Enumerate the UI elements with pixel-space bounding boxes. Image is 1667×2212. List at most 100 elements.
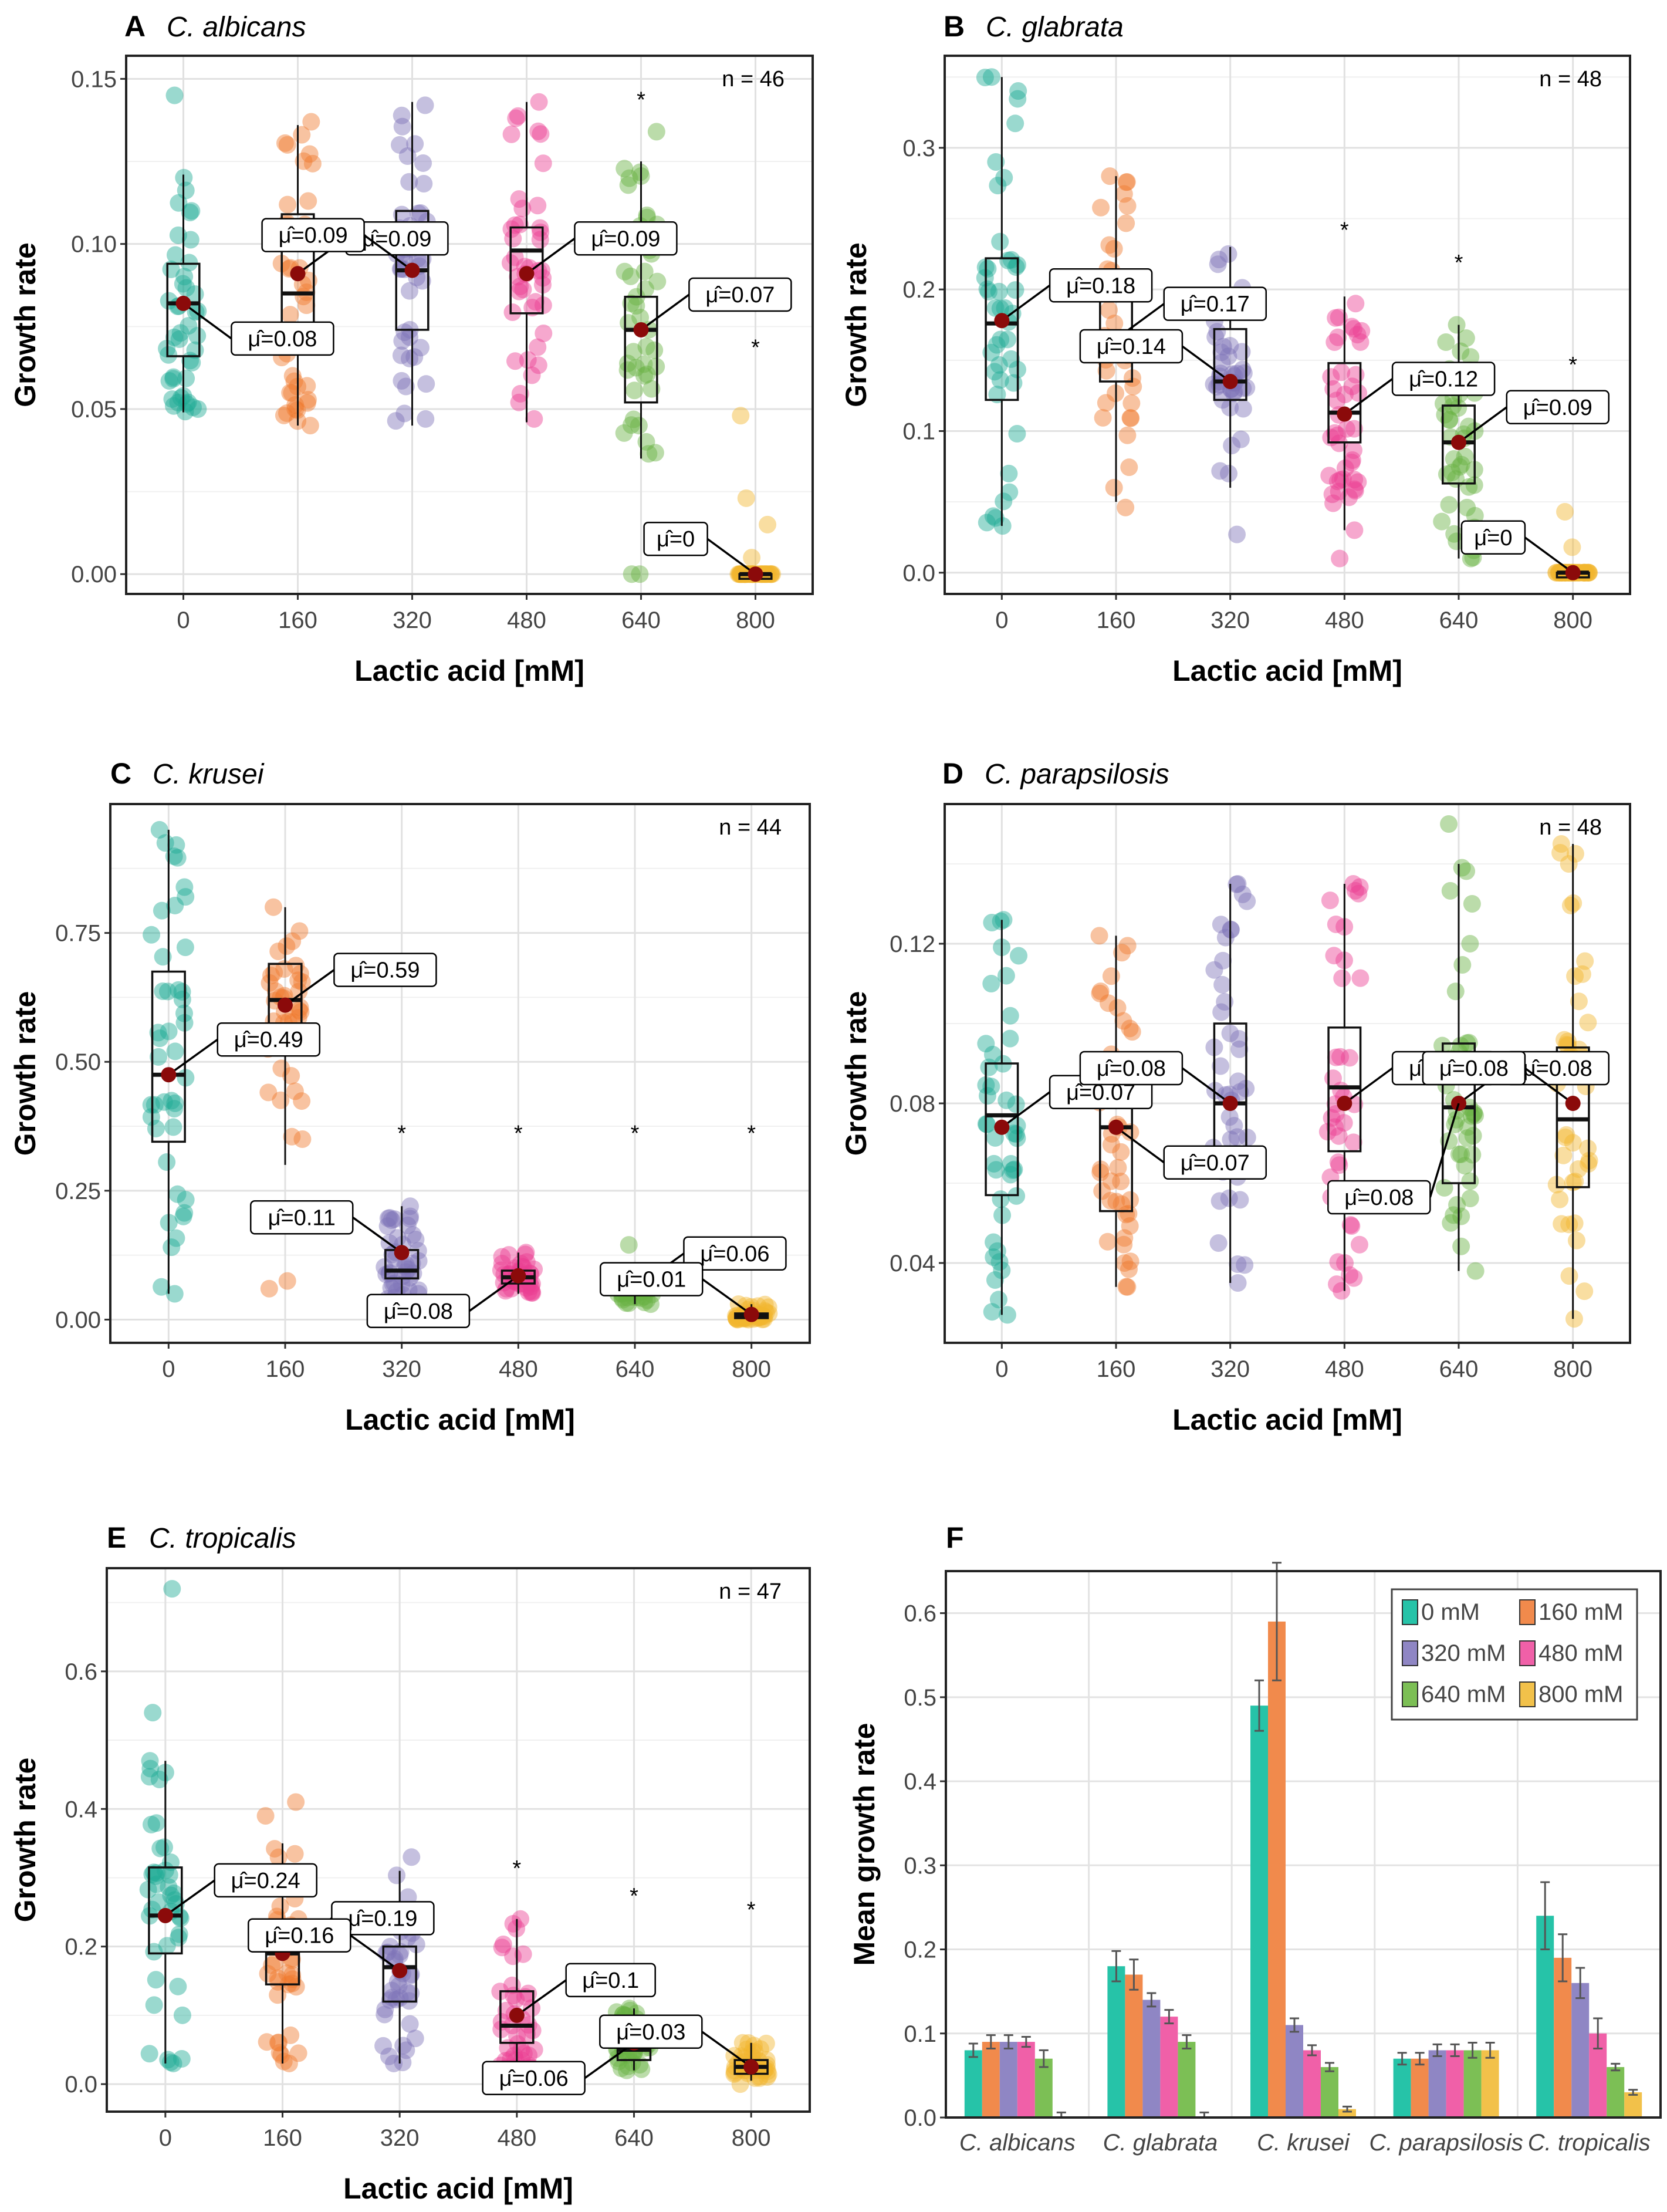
data-point — [403, 1848, 421, 1866]
data-point — [1233, 885, 1252, 903]
data-point — [986, 509, 1005, 527]
data-point — [985, 1154, 1003, 1173]
data-point — [1335, 386, 1354, 404]
data-point — [534, 154, 552, 173]
data-point — [1328, 426, 1347, 444]
data-point — [737, 489, 755, 507]
data-point — [146, 1096, 164, 1114]
data-point — [529, 197, 547, 215]
data-point — [511, 277, 529, 295]
data-point — [154, 948, 172, 966]
data-point — [401, 2015, 419, 2033]
data-point — [270, 2044, 289, 2062]
data-point — [619, 176, 637, 194]
data-point — [1462, 348, 1480, 366]
data-point — [1565, 1214, 1584, 1232]
data-point — [158, 1153, 176, 1171]
data-point — [1350, 884, 1368, 903]
data-point — [1229, 875, 1247, 893]
data-point — [988, 1242, 1006, 1260]
data-point — [407, 1230, 425, 1248]
data-point — [630, 417, 648, 435]
data-point — [159, 982, 177, 1001]
data-point — [1448, 1196, 1466, 1214]
data-point — [1435, 1178, 1453, 1197]
data-point — [289, 1009, 307, 1027]
bar — [1428, 2050, 1446, 2118]
mean-leader-line — [702, 1278, 752, 1316]
data-point — [525, 410, 543, 428]
x-tick-label: 0 — [995, 1356, 1008, 1382]
data-point — [1453, 859, 1471, 877]
data-point — [167, 1895, 185, 1913]
data-point — [743, 549, 761, 567]
data-point — [151, 1839, 170, 1858]
data-point — [517, 1244, 535, 1262]
data-point — [156, 834, 174, 852]
data-point — [1461, 934, 1479, 953]
data-point — [170, 1929, 188, 1947]
data-point — [287, 957, 305, 975]
data-point — [1120, 458, 1138, 477]
data-point — [147, 1867, 165, 1885]
data-point — [387, 1991, 405, 2009]
y-tick-label: 0.50 — [55, 1049, 101, 1075]
data-point — [516, 1245, 535, 1264]
legend-box — [1391, 1588, 1638, 1721]
box-iqr — [148, 1866, 183, 1955]
data-point — [285, 372, 303, 390]
mean-label: μ̂=0.1 — [582, 1968, 639, 1993]
box-iqr — [499, 1990, 535, 2044]
data-point — [160, 1866, 178, 1884]
data-point — [175, 1204, 194, 1222]
data-point — [1115, 1254, 1134, 1272]
mean-leader-line — [1001, 284, 1051, 322]
data-point — [153, 901, 171, 920]
data-point — [620, 169, 638, 187]
data-point — [174, 1207, 192, 1225]
data-point — [1452, 342, 1470, 360]
x-tick-label: 0 — [162, 1356, 175, 1382]
data-point — [988, 386, 1006, 404]
data-point — [397, 2041, 415, 2059]
data-point — [1211, 462, 1229, 480]
data-point — [525, 2041, 543, 2059]
data-point — [1458, 1129, 1476, 1147]
data-point — [990, 282, 1008, 300]
mean-leader-line — [1181, 1067, 1231, 1105]
data-point — [1326, 333, 1344, 352]
data-point — [986, 1271, 1004, 1289]
data-point — [1437, 333, 1455, 352]
data-point — [997, 967, 1015, 985]
data-point — [1325, 947, 1343, 965]
data-point — [1228, 875, 1246, 893]
data-point — [163, 1092, 181, 1110]
mean-point — [1565, 565, 1581, 580]
data-point — [633, 2060, 651, 2078]
data-point — [759, 515, 777, 533]
data-point — [1440, 815, 1458, 833]
data-point — [1346, 882, 1364, 900]
mean-point — [748, 566, 763, 582]
data-point — [179, 393, 197, 411]
mean-label: μ̂=0.07 — [705, 283, 775, 308]
data-point — [1004, 1161, 1022, 1179]
data-point — [1464, 1127, 1482, 1145]
bar — [1446, 2050, 1464, 2118]
data-point — [1446, 982, 1465, 1001]
mean-leader-line — [468, 1275, 519, 1312]
data-point — [173, 990, 191, 1008]
data-point — [164, 368, 182, 386]
y-axis-label: Growth rate — [9, 1758, 42, 1923]
data-point — [282, 2026, 300, 2044]
data-point — [160, 292, 178, 310]
data-point — [1452, 1237, 1470, 1255]
data-point — [142, 1815, 160, 1833]
data-point — [532, 125, 550, 143]
data-point — [160, 346, 178, 364]
data-point — [531, 231, 549, 249]
n-label: n = 46 — [722, 67, 785, 92]
data-point — [147, 1814, 165, 1832]
data-point — [1557, 1126, 1575, 1144]
data-point — [1220, 1108, 1239, 1126]
